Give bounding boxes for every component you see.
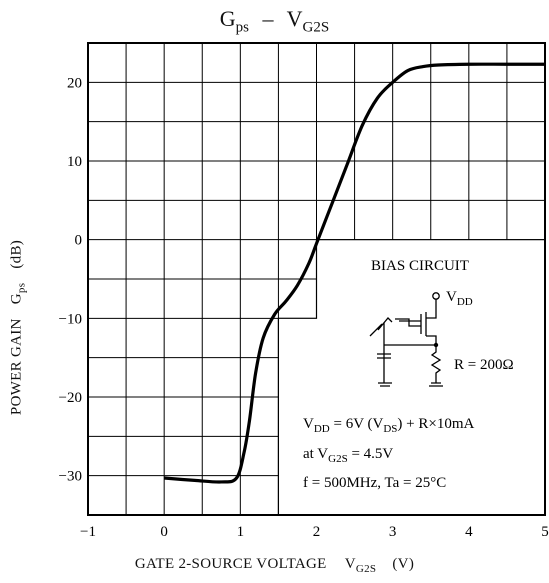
condition-text: at V (303, 446, 328, 462)
y-axis-unit: (dB) (8, 239, 25, 269)
y-axis-label-text: POWER GAIN (8, 318, 25, 416)
y-axis-var-sub: ps (15, 282, 28, 294)
title-var-sub: G2S (302, 19, 330, 36)
y-tick-label: 10 (67, 154, 82, 170)
x-axis-var: V (344, 556, 356, 572)
condition-text: ) + R×10mA (397, 416, 474, 432)
condition-text: f = 500MHz, Ta = 25°C (303, 475, 446, 491)
x-tick-label: 3 (389, 524, 397, 540)
vdd-terminal (432, 292, 440, 300)
y-tick-label: −30 (59, 469, 82, 485)
x-axis-unit: (V) (392, 556, 415, 572)
title-var: V (286, 6, 303, 31)
plot-frame (87, 42, 546, 516)
x-axis-var-sub: G2S (355, 563, 377, 575)
x-axis-label-text: GATE 2-SOURCE VOLTAGE (134, 556, 327, 572)
y-tick-label: 0 (75, 233, 83, 249)
y-tick-label: −10 (59, 311, 82, 327)
title-main: G (219, 6, 236, 31)
gate-bias-network (369, 317, 436, 387)
gain-curve-group (164, 62, 545, 484)
y-tick-label: −20 (59, 390, 82, 406)
vdd-label-sub: DD (457, 296, 473, 308)
x-tick-label: −1 (80, 524, 96, 540)
condition-text: = 4.5V (348, 446, 394, 462)
y-tick-label: 20 (67, 75, 82, 91)
x-axis-label: GATE 2-SOURCE VOLTAGE VG2S (V) (0, 556, 549, 575)
title-main-sub: ps (235, 19, 250, 36)
y-axis-var: G (8, 293, 25, 305)
x-tick-label: 1 (237, 524, 245, 540)
condition-line: at VG2S = 4.5V (303, 446, 393, 465)
inset-background (278, 239, 544, 514)
chart-title: Gps – VG2S (0, 6, 549, 36)
y-axis-label: POWER GAIN Gps (dB) (9, 198, 28, 458)
resistor-label: R = 200Ω (454, 357, 514, 373)
condition-line: VDD = 6V (VDS) + R×10mA (303, 416, 474, 435)
condition-subscript: DD (314, 423, 330, 435)
gain-curve (164, 62, 545, 484)
condition-subscript: DS (383, 423, 397, 435)
title-separator: – (262, 6, 274, 31)
condition-text: = 6V (V (330, 416, 384, 432)
condition-subscript: G2S (328, 453, 348, 465)
x-tick-label: 5 (541, 524, 549, 540)
condition-text: V (303, 416, 314, 432)
condition-line: f = 500MHz, Ta = 25°C (303, 475, 446, 491)
x-tick-label: 2 (313, 524, 321, 540)
x-tick-label: 0 (160, 524, 168, 540)
inset-title: BIAS CIRCUIT (371, 258, 469, 274)
transistor-and-resistor (395, 299, 443, 387)
x-tick-label: 4 (465, 524, 473, 540)
inset-border (277, 239, 545, 515)
